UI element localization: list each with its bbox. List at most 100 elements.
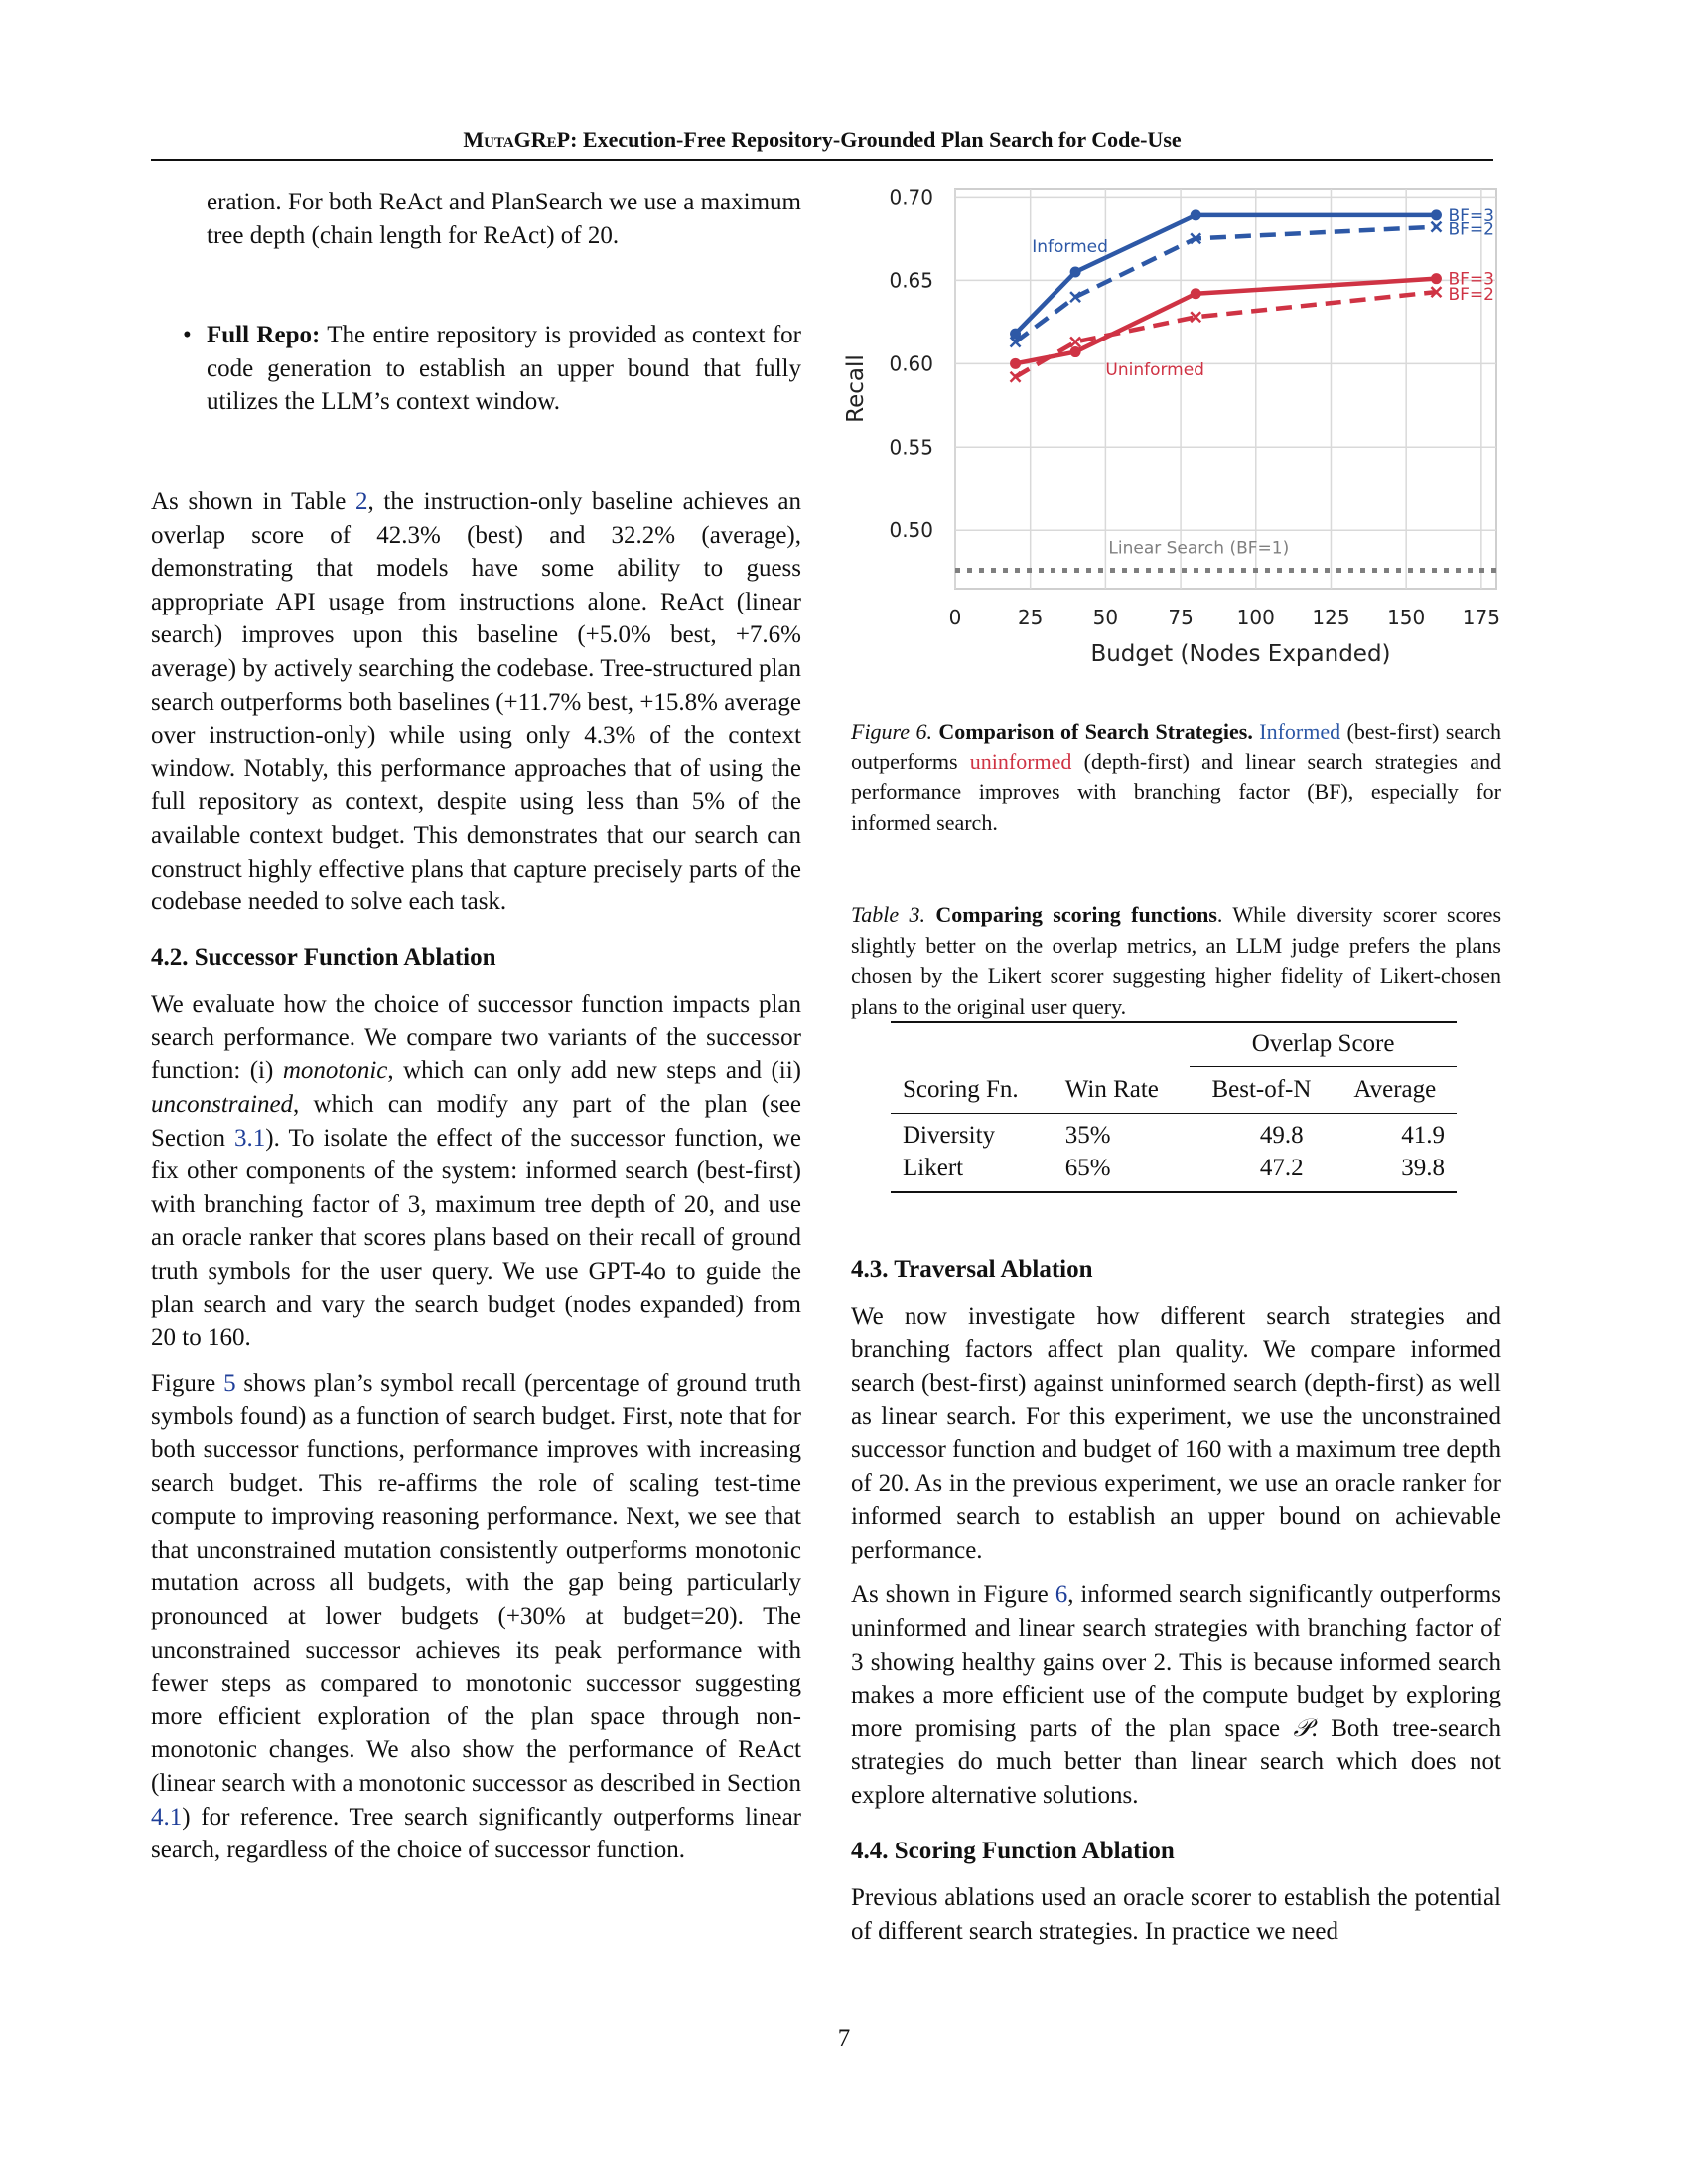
row-0-winrate: 35%: [1064, 1122, 1111, 1149]
data-point: [1190, 311, 1202, 324]
col-best-of-n: Best-of-N: [1211, 1075, 1312, 1103]
header-rule: [151, 159, 1493, 161]
table-2-link[interactable]: 2: [354, 487, 368, 515]
row-1-avg: 39.8: [1401, 1155, 1445, 1181]
data-point: [1069, 291, 1081, 304]
x-marker-stroke: [1190, 311, 1202, 324]
overlap-score-header: Overlap Score: [1190, 1022, 1457, 1067]
row-0-scoring: Diversity: [903, 1122, 996, 1149]
figure-6-bold: Comparison of Search Strategies.: [931, 719, 1253, 744]
section-4-3-title: 4.3. Traversal Ablation: [851, 1256, 1093, 1283]
table-row: Likert 65% 47.2 39.8: [891, 1153, 1457, 1192]
x-tick-label: 25: [1018, 606, 1043, 629]
x-marker-stroke: [1009, 336, 1022, 348]
linear-annotation: Linear Search (BF=1): [1108, 539, 1289, 559]
informed-word: Informed: [1259, 719, 1341, 744]
x-tick-label: 0: [949, 606, 962, 629]
left-column: eration. For both ReAct and PlanSearch w…: [151, 186, 801, 1867]
col-win-rate: Win Rate: [1064, 1075, 1159, 1103]
col-scoring-fn: Scoring Fn.: [903, 1075, 1019, 1103]
monotonic-term: monotonic: [282, 1057, 388, 1085]
y-axis-title: Recall: [843, 354, 869, 423]
bullet-dot: •: [183, 322, 192, 349]
x-tick-label: 175: [1463, 606, 1500, 629]
x-marker-stroke: [1069, 291, 1081, 304]
running-header: MutaGReP: Execution-Free Repository-Grou…: [151, 127, 1493, 153]
row-0-best: 49.8: [1259, 1122, 1304, 1149]
series-line-uninformed-3: [1014, 289, 1437, 379]
x-marker-stroke: [1069, 336, 1081, 348]
fig5-text-c: ) for reference. Tree search significant…: [151, 1803, 801, 1864]
scoring-paragraph: Previous ablations used an oracle scorer…: [851, 1884, 1501, 1945]
results-paragraph: As shown in Table 2, the instruction-onl…: [151, 485, 801, 919]
bullet-text: The entire repository is provided as con…: [207, 322, 801, 416]
figure-5-link[interactable]: 5: [223, 1369, 236, 1397]
x-marker-stroke: [1190, 232, 1202, 245]
x-tick-label: 75: [1168, 606, 1193, 629]
x-tick-label: 125: [1312, 606, 1349, 629]
results-text-a: As shown in Table: [151, 487, 355, 515]
plan-space-symbol: 𝒫: [1293, 1714, 1312, 1742]
x-marker-stroke: [1009, 370, 1022, 383]
data-point: [1430, 273, 1442, 285]
data-point: [1069, 336, 1081, 348]
bullet-label: Full Repo:: [207, 322, 321, 349]
page-number: 7: [837, 2025, 851, 2052]
y-tick-label: 0.50: [889, 518, 933, 542]
series-label: BF=3: [1448, 206, 1494, 226]
x-marker-stroke: [1430, 286, 1443, 298]
col-average: Average: [1353, 1075, 1437, 1103]
succ-text-a: We evaluate how the choice of successor …: [151, 991, 801, 1085]
table-row: Diversity 35% 49.8 41.9: [891, 1113, 1457, 1153]
fig6p-text-b: , informed search significantly outperfo…: [851, 1581, 1501, 1742]
y-tick-label: 0.65: [889, 268, 933, 292]
y-tick-label: 0.60: [889, 351, 933, 375]
fig5-text-a: Figure: [151, 1369, 224, 1397]
data-point: [1430, 220, 1443, 233]
uninformed-annotation: Uninformed: [1105, 360, 1204, 380]
data-point: [1430, 209, 1442, 221]
fig5-text-b: shows plan’s symbol recall (percentage o…: [151, 1369, 801, 1797]
series-line-informed-1: [1014, 224, 1437, 344]
section-3-1-link[interactable]: 3.1: [234, 1124, 266, 1152]
data-point: [1009, 370, 1022, 383]
row-1-best: 47.2: [1259, 1155, 1304, 1181]
data-point: [1190, 209, 1201, 221]
x-tick-label: 100: [1237, 606, 1275, 629]
figure-6-chart: 0 25 50 75 100 125 150 175 0.50 0.55 0.60 0.65 0.70 B…: [843, 185, 1500, 667]
figure-6-link[interactable]: 6: [1055, 1581, 1068, 1609]
series-label: BF=2: [1448, 285, 1494, 305]
table-3-bold: Comparing scoring functions: [924, 902, 1217, 927]
table-3-caption: Table 3. Comparing scoring functions. Wh…: [851, 900, 1501, 1022]
bullet-paragraph: Full Repo: The entire repository is prov…: [207, 319, 801, 419]
table-3: Overlap Score Scoring Fn. Win Rate Best-…: [891, 1021, 1457, 1193]
section-4-4-title: 4.4. Scoring Function Ablation: [851, 1837, 1175, 1864]
bullet-full-repo: • Full Repo: The entire repository is pr…: [151, 319, 801, 419]
section-4-2-title: 4.2. Successor Function Ablation: [151, 943, 496, 971]
data-point: [1190, 288, 1201, 300]
data-point: [1190, 232, 1202, 245]
succ-text-b: , which can only add new steps and (ii): [387, 1057, 802, 1085]
informed-annotation: Informed: [1032, 237, 1108, 257]
results-text-b: , the instruction-only baseline achieves…: [151, 487, 801, 916]
succ-text-d: ). To isolate the effect of the successo…: [151, 1124, 801, 1352]
data-point: [1069, 346, 1081, 358]
succ-text-c: , which can modify any part of the plan …: [151, 1091, 801, 1152]
figure6-paragraph: As shown in Figure 6, informed search si…: [851, 1578, 1501, 1812]
fig6-text-b: (depth-first) and linear search strategi…: [851, 749, 1501, 835]
continued-paragraph: eration. For both ReAct and PlanSearch w…: [207, 189, 801, 249]
uninformed-word: uninformed: [969, 749, 1072, 774]
data-point: [1009, 336, 1022, 348]
x-marker-stroke: [1430, 220, 1443, 233]
figure5-paragraph: Figure 5 shows plan’s symbol recall (per…: [151, 1367, 801, 1867]
section-4-1-link[interactable]: 4.1: [151, 1803, 183, 1831]
x-axis-title: Budget (Nodes Expanded): [1090, 641, 1390, 667]
y-tick-label: 0.70: [889, 185, 933, 208]
series-label: BF=2: [1448, 220, 1494, 240]
data-point: [1010, 357, 1022, 369]
series-label: BF=3: [1448, 270, 1494, 290]
x-tick-label: 150: [1387, 606, 1425, 629]
table-3-text: . While diversity scorer scores slightly…: [851, 902, 1502, 1019]
table-3-label: Table 3.: [851, 902, 925, 927]
row-0-avg: 41.9: [1401, 1122, 1445, 1149]
